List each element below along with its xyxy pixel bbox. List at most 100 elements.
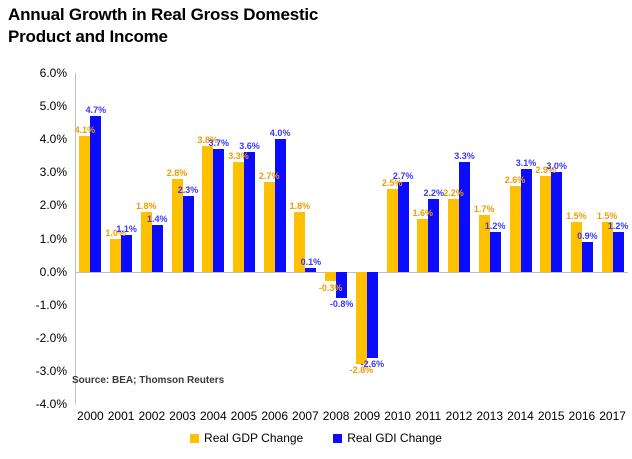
chart-title-line-1: Annual Growth in Real Gross Domestic [8,5,319,24]
bar-value-label-gdi-2008: -0.8% [329,299,354,310]
x-axis-tick-label-2003: 2003 [169,409,196,423]
bar-gdi-2005 [244,152,255,272]
bar-gdp-2000 [79,135,91,272]
bar-value-label-gdp-2002: 1.8% [136,201,157,211]
bar-gdi-2008 [336,271,348,299]
bar-gdi-2004 [213,149,225,272]
bar-gdi-2009 [366,271,378,358]
y-axis-tick-label: 0.0% [39,265,67,279]
bar-gdp-2016 [570,222,582,272]
bar-gdp-2012 [448,198,459,272]
bar-gdi-2013 [489,231,501,272]
x-axis-tick-label-2006: 2006 [261,409,289,423]
bar-value-label-gdp-2010: 2.5% [381,177,403,188]
zero-gridline [75,272,628,273]
legend-label-gdp: Real GDP Change [204,431,304,445]
bar-value-label-gdp-2013: 1.7% [473,204,495,215]
bar-gdp-2009 [355,271,367,365]
legend: Real GDP Change Real GDI Change [0,431,632,445]
bar-gdi-2002 [151,225,163,272]
bar-value-label-gdi-2010: 2.7% [392,171,414,182]
x-axis-tick-label-2011: 2011 [415,409,442,423]
x-axis-tick-label-2016: 2016 [568,409,596,423]
bar-value-label-gdp-2005: 3.3% [228,151,249,162]
bar-value-label-gdi-2015: 3.0% [546,161,567,172]
y-axis-tick-label: 5.0% [39,99,67,113]
bar-value-label-gdp-2011: 1.6% [412,207,434,218]
bar-gdi-2014 [520,169,532,272]
y-axis-tick-label: 1.0% [39,232,67,246]
bar-gdi-2003 [182,195,194,272]
bar-gdp-2003 [171,178,183,272]
bar-value-label-gdp-2017: 1.5% [596,211,618,221]
bar-value-label-gdi-2006: 4.0% [269,128,291,139]
bar-gdi-2015 [551,172,563,272]
x-axis-tick-label-2005: 2005 [230,409,258,423]
bar-value-label-gdp-2009: -2.8% [349,365,374,376]
chart-title-line-2: Product and Income [8,27,168,46]
bar-value-label-gdi-2009: -2.6% [360,358,385,369]
y-axis-tick-label: 6.0% [39,66,67,80]
legend-item-real-gdp-change: Real GDP Change [190,431,303,445]
bar-value-label-gdi-2001: 1.1% [116,224,137,235]
bar-gdi-2017 [612,231,624,272]
bar-value-label-gdi-2013: 1.2% [484,220,506,231]
bar-gdi-2000 [90,116,102,272]
bar-value-label-gdp-2016: 1.5% [566,211,587,221]
bar-gdp-2008 [325,271,337,282]
y-axis-tick-label: 3.0% [39,165,67,179]
bar-gdi-2011 [428,198,440,272]
bar-value-label-gdi-2007: 0.1% [300,257,322,268]
x-axis-tick-label-2010: 2010 [384,409,411,423]
bar-value-label-gdp-2000: 4.1% [74,124,96,135]
x-axis-tick-label-2015: 2015 [537,409,565,423]
bar-gdp-2014 [509,185,521,272]
legend-label-gdi: Real GDI Change [347,431,442,445]
bar-value-label-gdi-2003: 2.3% [177,184,199,195]
bar-gdp-2006 [263,182,275,272]
bar-gdi-2016 [581,241,593,272]
bar-value-label-gdp-2015: 2.9% [535,164,556,175]
bar-gdi-2010 [397,182,409,272]
bar-value-label-gdp-2001: 1.0% [105,227,126,238]
legend-swatch-gdp-icon [190,433,200,443]
bar-value-label-gdp-2008: -0.3% [318,282,343,293]
bar-gdi-2012 [459,162,470,272]
y-axis-tick-label: -2.0% [35,331,67,345]
bar-value-label-gdi-2005: 3.6% [239,141,260,152]
bar-value-label-gdi-2000: 4.7% [85,105,107,115]
x-axis-tick-label-2000: 2000 [77,409,104,423]
bar-gdp-2007 [294,212,306,272]
bar-value-label-gdi-2014: 3.1% [515,158,537,168]
x-axis-tick-label-2002: 2002 [138,409,166,423]
bar-value-label-gdi-2017: 1.2% [607,220,629,231]
y-axis-tick-label: -1.0% [35,298,67,312]
legend-item-real-gdi-change: Real GDI Change [333,431,442,445]
y-axis-tick-label: -3.0% [35,364,67,378]
bar-gdp-2005 [233,162,244,272]
bar-gdp-2017 [601,222,613,272]
bar-gdp-2010 [386,188,398,272]
bar-gdi-2001 [121,235,133,272]
bar-gdp-2015 [540,175,552,272]
x-axis-tick-label-2012: 2012 [445,409,473,423]
bar-value-label-gdi-2002: 1.4% [147,214,168,225]
y-axis-tick-label: 2.0% [39,198,67,212]
x-axis-tick-label-2009: 2009 [353,409,381,423]
bar-gdi-2006 [274,139,286,272]
y-axis-tick-label: -4.0% [35,397,67,411]
x-axis-tick-label-2001: 2001 [107,409,135,423]
y-axis-tick-label: 4.0% [39,132,67,146]
bar-value-label-gdp-2006: 2.7% [258,171,280,182]
bar-value-label-gdp-2007: 1.8% [289,201,311,211]
bar-gdi-2007 [305,268,317,272]
bar-gdp-2011 [417,218,429,272]
x-axis-tick-label-2004: 2004 [199,409,227,423]
bar-gdp-2013 [478,215,490,272]
legend-swatch-gdi-icon [333,433,343,443]
x-axis-tick-label-2008: 2008 [322,409,350,423]
x-axis-tick-label-2007: 2007 [292,409,319,423]
chart-title: Annual Growth in Real Gross Domestic Pro… [8,4,468,48]
